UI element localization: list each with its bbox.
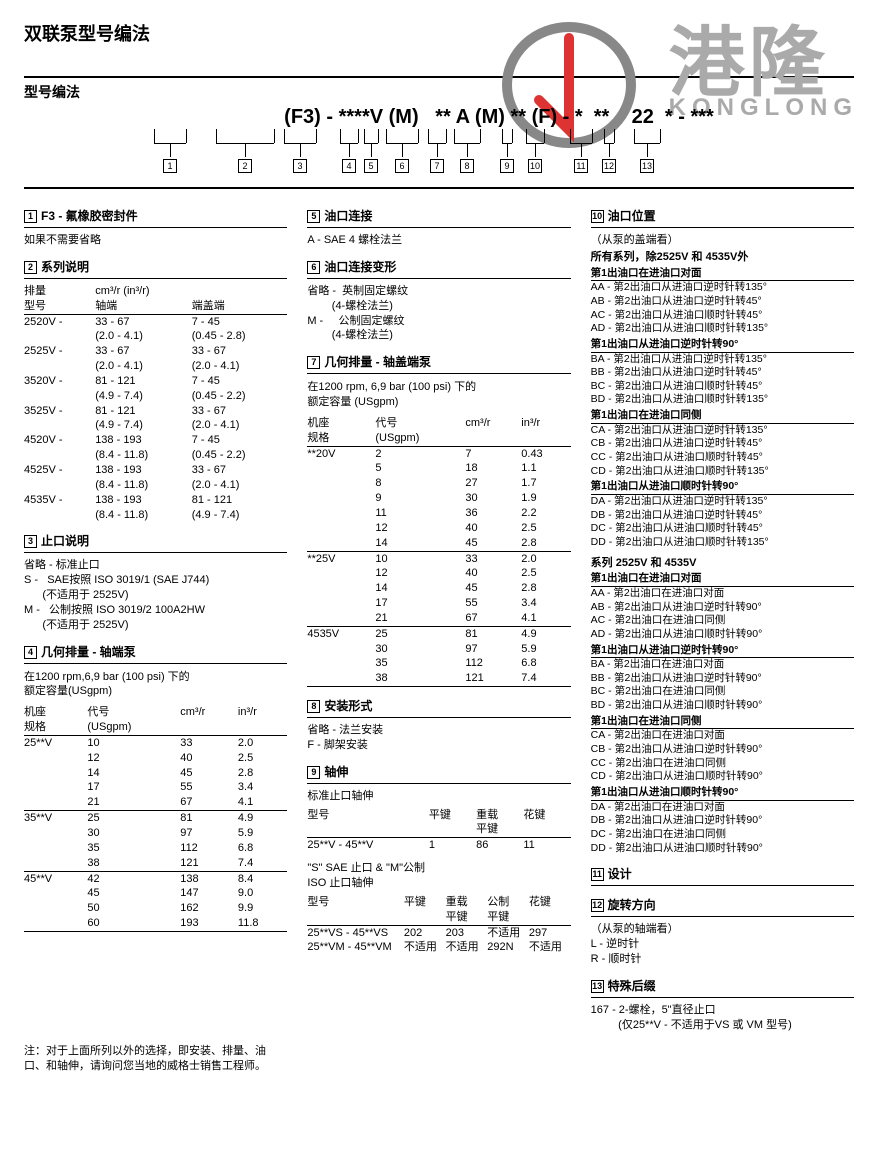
sec-10-h2: 系列 2525V 和 4535V (591, 556, 854, 571)
section-title: 型号编法 (24, 82, 854, 102)
sec-12-lines: L - 逆时针R - 顺时针 (591, 937, 854, 967)
sec-1-title: 1F3 - 氟橡胶密封件 (24, 207, 287, 224)
sec-12-title: 12旋转方向 (591, 896, 854, 913)
page-title: 双联泵型号编法 (24, 20, 854, 46)
column-1: 1F3 - 氟橡胶密封件 如果不需要省略 2系列说明 排量 型号cm³/r (i… (24, 201, 287, 1032)
rule (24, 76, 854, 78)
sec-9-sub1: 标准止口轴伸 (307, 789, 570, 804)
sec-13-lines: 167 - 2-螺栓，5"直径止口 (仅25**V - 不适用于VS 或 VM … (591, 1003, 854, 1033)
sec-13-title: 13特殊后缀 (591, 977, 854, 994)
sec-3-title: 3止口说明 (24, 532, 287, 549)
sec-1-body: 如果不需要省略 (24, 233, 287, 248)
sec-9-title: 9轴伸 (307, 763, 570, 780)
port-blocks-2: 第1出油口在进油口对面AA - 第2出油口在进油口对面AB - 第2出油口从进油… (591, 572, 854, 855)
column-2: 5油口连接 A - SAE 4 螺栓法兰 6油口连接变形 省略 - 英制固定螺纹… (307, 201, 570, 1032)
sec-10-title: 10油口位置 (591, 207, 854, 224)
displacement-table-cover: 机座 规格代号 (USgpm)cm³/rin³/r**20V270.435181… (307, 416, 570, 687)
sec-4-intro: 在1200 rpm,6,9 bar (100 psi) 下的 额定容量(USgp… (24, 670, 287, 700)
series-table: 排量 型号cm³/r (in³/r) 轴端 端盖端2520V -33 - 67 … (24, 284, 287, 523)
sec-5-title: 5油口连接 (307, 207, 570, 224)
model-code: (F3) - ****V (M) ** A (M) ** (F) - * ** … (144, 106, 854, 129)
sec-6-lines: 省略 - 英制固定螺纹 (4-螺栓法兰)M - 公制固定螺纹 (4-螺栓法兰) (307, 284, 570, 343)
sec-10-h1: 所有系列，除2525V 和 4535V外 (591, 250, 854, 265)
displacement-table-shaft: 机座 规格代号 (USgpm)cm³/rin³/r25**V10332.0124… (24, 705, 287, 932)
sec-2-title: 2系列说明 (24, 258, 287, 275)
sec-11-title: 11设计 (591, 865, 854, 882)
sec-7-title: 7几何排量 - 轴盖端泵 (307, 353, 570, 370)
sec-6-title: 6油口连接变形 (307, 258, 570, 275)
footnote: 注：对于上面所列以外的选择，即安装、排量、油 口、和轴伸，请询问您当地的威格士销… (24, 1044, 854, 1074)
rule (24, 187, 854, 189)
columns: 1F3 - 氟橡胶密封件 如果不需要省略 2系列说明 排量 型号cm³/r (i… (24, 201, 854, 1032)
sec-12-sub: （从泵的轴端看） (591, 922, 854, 937)
shaft-table-std: 型号平键重载 平键花键25**V - 45**V18611 (307, 808, 570, 854)
sec-7-intro: 在1200 rpm, 6,9 bar (100 psi) 下的 额定容量 (US… (307, 380, 570, 410)
sec-4-title: 4几何排量 - 轴端泵 (24, 643, 287, 660)
sec-10-sub: （从泵的盖端看） (591, 233, 854, 248)
position-brackets: 12345678910111213 (144, 129, 854, 179)
sec-8-lines: 省略 - 法兰安装F - 脚架安装 (307, 723, 570, 753)
shaft-table-sae: 型号平键重载 平键公制 平键花键25**VS - 45**VS202203不适用… (307, 895, 570, 955)
sec-5-body: A - SAE 4 螺栓法兰 (307, 233, 570, 248)
sec-3-lines: 省略 - 标准止口S - SAE按照 ISO 3019/1 (SAE J744)… (24, 558, 287, 632)
port-blocks-1: 第1出油口在进油口对面AA - 第2出油口从进油口逆时针转135°AB - 第2… (591, 267, 854, 550)
sec-9-sub2: "S" SAE 止口 & "M"公制 ISO 止口轴伸 (307, 861, 570, 891)
sec-8-title: 8安装形式 (307, 697, 570, 714)
column-3: 10油口位置 （从泵的盖端看） 所有系列，除2525V 和 4535V外 第1出… (591, 201, 854, 1032)
